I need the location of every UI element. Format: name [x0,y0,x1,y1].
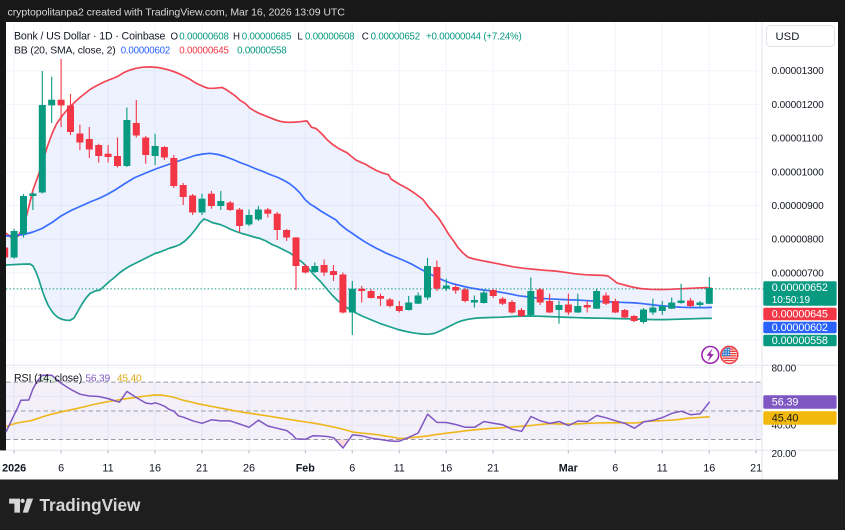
svg-text:cryptopolitanpa2 created with: cryptopolitanpa2 created with TradingVie… [8,7,346,19]
svg-text:RSI (14, close): RSI (14, close) [14,373,82,385]
svg-text:Feb: Feb [296,463,316,475]
svg-text:0.00000900: 0.00000900 [772,201,825,212]
svg-text:0.00000608: 0.00000608 [179,32,228,43]
svg-text:26: 26 [243,463,255,475]
svg-text:80.00: 80.00 [772,363,797,374]
svg-text:0.00000608: 0.00000608 [305,32,354,43]
svg-text:0.00000558: 0.00000558 [237,46,286,57]
svg-text:11: 11 [394,463,405,475]
svg-text:10:50:19: 10:50:19 [772,295,811,306]
svg-text:6: 6 [349,463,355,475]
svg-text:0.00000652: 0.00000652 [772,282,828,294]
svg-text:16: 16 [440,463,452,475]
svg-text:45.40: 45.40 [117,374,142,385]
svg-text:0.00000602: 0.00000602 [772,322,828,334]
svg-text:Mar: Mar [559,463,579,475]
svg-text:0.00001200: 0.00001200 [772,100,825,111]
svg-text:56.39: 56.39 [85,374,110,385]
svg-text:0.00000645: 0.00000645 [179,46,228,57]
svg-text:Bonk / US Dollar · 1D · Coinba: Bonk / US Dollar · 1D · Coinbase [14,31,166,43]
svg-text:O: O [171,32,179,43]
svg-text:21: 21 [196,463,208,475]
svg-text:2026: 2026 [2,463,26,475]
svg-text:16: 16 [703,463,715,475]
svg-text:+0.00000044 (+7.24%): +0.00000044 (+7.24%) [426,32,522,43]
svg-text:56.39: 56.39 [772,397,799,409]
svg-text:USD: USD [776,31,800,43]
svg-text:0.00000800: 0.00000800 [772,235,825,246]
svg-text:0.00000652: 0.00000652 [371,32,420,43]
svg-text:0.00000685: 0.00000685 [242,32,291,43]
svg-text:C: C [362,32,369,43]
svg-text:0.00000558: 0.00000558 [772,335,828,347]
svg-text:20.00: 20.00 [772,449,797,460]
svg-text:0.00000602: 0.00000602 [121,46,170,57]
svg-text:11: 11 [102,463,113,475]
svg-text:11: 11 [657,463,668,475]
svg-text:0.00001300: 0.00001300 [772,66,825,77]
svg-text:21: 21 [750,463,762,475]
svg-text:0.00001100: 0.00001100 [772,134,824,145]
svg-text:6: 6 [612,463,618,475]
svg-text:H: H [233,32,240,43]
svg-text:0.00001000: 0.00001000 [772,167,825,178]
svg-text:6: 6 [58,463,64,475]
svg-text:BB (20, SMA, close, 2): BB (20, SMA, close, 2) [14,46,116,57]
svg-text:0.00000645: 0.00000645 [772,309,828,321]
svg-text:TradingView: TradingView [40,495,142,515]
svg-text:40.00: 40.00 [772,421,797,432]
svg-text:21: 21 [487,463,499,475]
svg-text:45.40: 45.40 [772,413,799,425]
svg-text:L: L [297,32,303,43]
svg-text:0.00000700: 0.00000700 [772,268,825,279]
svg-text:16: 16 [149,463,161,475]
